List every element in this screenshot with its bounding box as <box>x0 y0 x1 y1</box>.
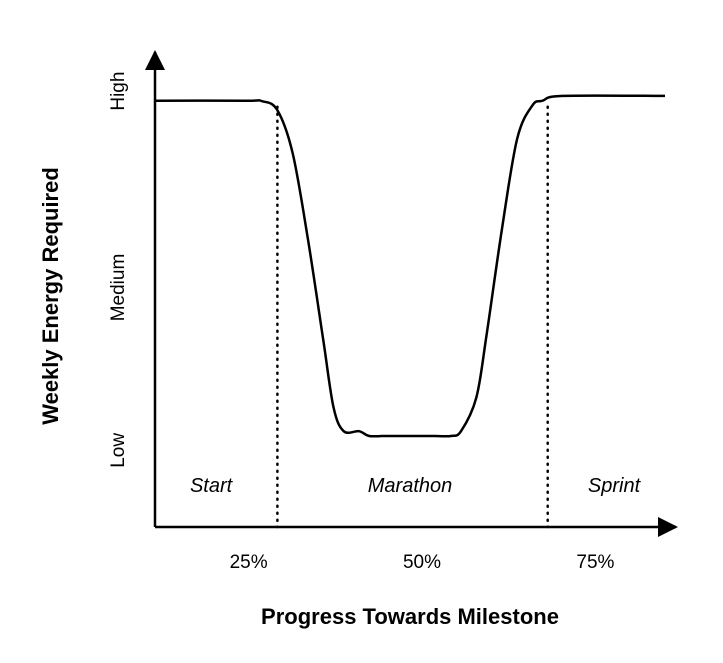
y-tick-high: High <box>108 72 129 111</box>
phase-label-marathon: Marathon <box>368 475 453 497</box>
x-tick-75-pct: 75% <box>576 552 614 573</box>
x-tick-50-pct: 50% <box>403 552 441 573</box>
x-tick-labels: 25% 50% 75% <box>230 552 615 573</box>
y-tick-medium: Medium <box>108 254 129 322</box>
x-axis-label: Progress Towards Milestone <box>261 604 559 629</box>
phase-boundaries <box>276 105 549 529</box>
phase-label-start: Start <box>190 475 234 497</box>
phase-label-sprint: Sprint <box>588 475 642 497</box>
x-tick-25-pct: 25% <box>230 552 268 573</box>
phase-labels: Start Marathon Sprint <box>190 475 642 497</box>
y-axis-label: Weekly Energy Required <box>38 167 63 425</box>
y-tick-labels: Low Medium High <box>108 72 129 468</box>
series-layer <box>154 94 666 438</box>
y-tick-low: Low <box>108 433 129 468</box>
energy-series-line <box>154 94 666 438</box>
